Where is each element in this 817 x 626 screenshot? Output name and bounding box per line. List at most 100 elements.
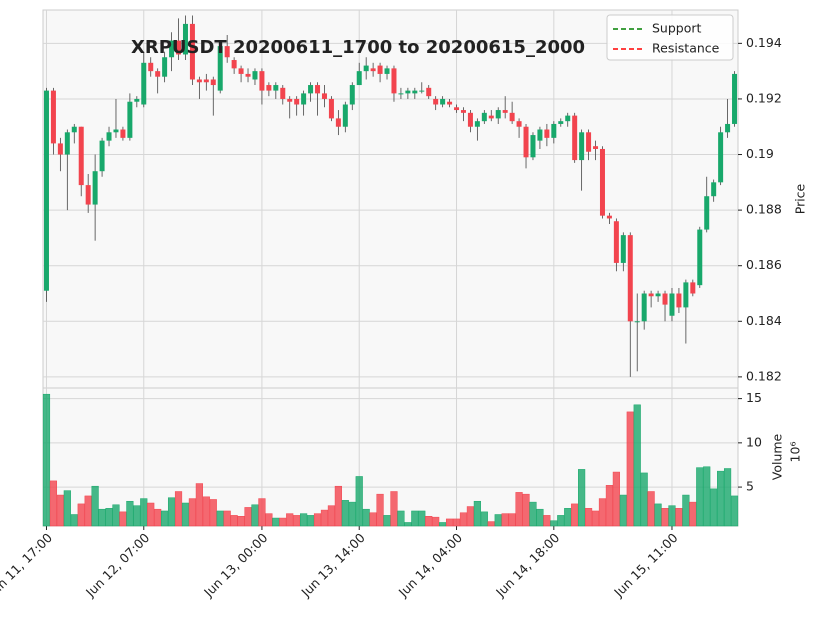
volume-bar <box>98 508 106 527</box>
candle-body <box>162 57 168 77</box>
candle-body <box>676 293 682 308</box>
candle-body <box>426 87 432 97</box>
volume-bar <box>550 520 558 527</box>
x-tick-label: Jun 13, 14:00 <box>298 530 368 600</box>
volume-bar <box>508 513 516 527</box>
candle-body <box>391 68 397 94</box>
candle-body <box>169 40 175 58</box>
volume-bar <box>147 502 155 527</box>
volume-bar <box>140 498 148 527</box>
volume-bar <box>696 467 704 527</box>
candle-body <box>683 282 689 308</box>
volume-bar <box>445 518 454 527</box>
volume-bar <box>300 513 308 527</box>
candle-body <box>572 115 578 161</box>
candle-body <box>419 90 425 92</box>
volume-bar <box>369 512 377 527</box>
volume-bar <box>515 492 523 527</box>
y-tick-label: 0.182 <box>746 368 782 383</box>
candle-body <box>481 112 487 122</box>
candle-body <box>342 104 348 127</box>
candle-body <box>294 98 300 105</box>
volume-bar <box>327 505 336 527</box>
candle-body <box>488 115 494 119</box>
volume-bar <box>536 508 544 527</box>
candle-body <box>398 93 404 95</box>
candle-body <box>321 93 327 99</box>
volume-bar <box>529 501 537 527</box>
volume-bar <box>494 514 502 527</box>
x-tick-label: Jun 14, 18:00 <box>492 530 562 600</box>
volume-bar <box>216 510 224 527</box>
volume-bar <box>501 513 509 527</box>
volume-bar <box>640 472 648 527</box>
candle-body <box>349 85 355 105</box>
volume-bar <box>230 515 238 527</box>
candle-body <box>43 90 49 291</box>
volume-bar <box>487 521 495 527</box>
volume-bar <box>279 517 287 527</box>
candle-body <box>127 101 133 138</box>
volume-bar <box>682 494 690 527</box>
volume-bar <box>619 494 627 527</box>
candle-body <box>579 132 585 161</box>
candle-body <box>460 110 466 113</box>
candle-body <box>537 129 543 141</box>
candle-body <box>732 73 738 124</box>
plot-area <box>42 9 739 527</box>
candle-body <box>440 98 446 105</box>
y-axis-label: Price <box>793 183 808 214</box>
candle-body <box>120 129 126 138</box>
candle-body <box>217 46 223 91</box>
volume-bar <box>390 491 398 527</box>
candle-body <box>92 171 98 205</box>
candle-body <box>356 71 362 86</box>
candle-body <box>467 112 473 127</box>
candle-body <box>655 293 661 297</box>
volume-bar <box>56 494 64 527</box>
candle-body <box>648 293 654 297</box>
candle-body <box>725 123 731 133</box>
y-tick-label: 0.184 <box>746 313 782 328</box>
candle-body <box>669 293 675 316</box>
volume-bar <box>591 510 600 527</box>
candle-body <box>287 98 293 102</box>
candle-body <box>210 79 216 86</box>
candle-body <box>516 121 522 127</box>
candle-body <box>64 132 70 155</box>
volume-bar <box>70 514 78 527</box>
volume-bar <box>237 516 245 527</box>
x-tick-label: Jun 14, 04:00 <box>395 530 465 600</box>
volume-bar <box>320 509 329 527</box>
volume-bar <box>452 518 461 527</box>
candle-body <box>509 112 515 122</box>
volume-bar <box>348 501 356 527</box>
candle-body <box>155 71 161 77</box>
volume-scale-label: 10⁶ <box>788 442 803 463</box>
candle-body <box>620 235 626 263</box>
volume-bar <box>612 471 620 527</box>
candle-body <box>224 46 230 58</box>
volume-bar <box>313 513 322 527</box>
volume-tick-label: 15 <box>746 390 762 405</box>
volume-bar <box>154 508 162 527</box>
volume-bar <box>480 511 488 527</box>
candle-body <box>454 107 460 111</box>
volume-bar <box>598 498 607 527</box>
volume-bar <box>272 517 280 527</box>
candle-body <box>558 121 564 124</box>
volume-bar <box>404 522 412 527</box>
x-tick-label: Jun 11, 17:00 <box>0 530 55 600</box>
volume-bar <box>522 493 530 527</box>
volume-bar <box>717 470 725 527</box>
volume-bar <box>668 505 676 527</box>
volume-bar <box>63 490 71 527</box>
volume-bar <box>654 503 662 527</box>
volume-bar <box>459 512 468 527</box>
candle-body <box>71 126 77 133</box>
volume-bar <box>84 495 92 527</box>
volume-bar <box>626 411 634 527</box>
volume-bar <box>91 485 99 527</box>
volume-bar <box>265 513 273 527</box>
